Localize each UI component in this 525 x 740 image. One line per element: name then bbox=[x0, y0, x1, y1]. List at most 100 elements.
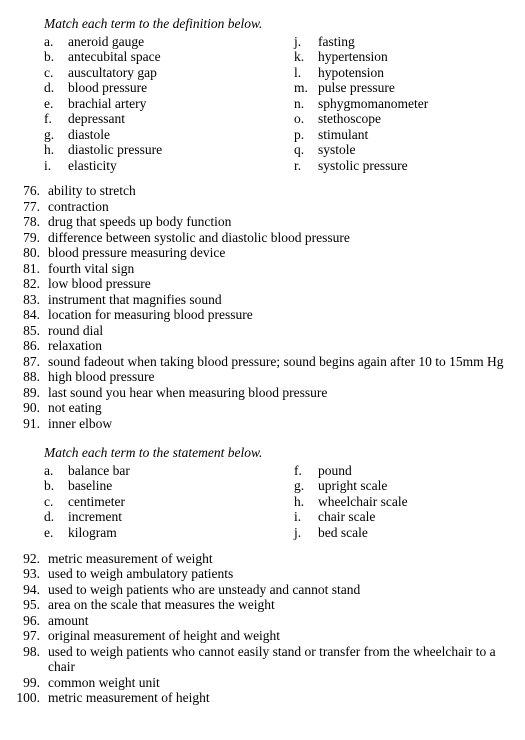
definition-number: 95. bbox=[10, 597, 48, 613]
definition-text: common weight unit bbox=[48, 675, 160, 691]
definition-row: 92.metric measurement of weight bbox=[10, 551, 515, 567]
definition-text: low blood pressure bbox=[48, 276, 151, 292]
definition-row: 85.round dial bbox=[10, 323, 515, 339]
definition-row: 98.used to weigh patients who cannot eas… bbox=[10, 644, 515, 675]
term-text: diastole bbox=[68, 127, 110, 143]
definition-number: 87. bbox=[10, 354, 48, 370]
term-letter: d. bbox=[44, 509, 68, 525]
section1-definitions: 76.ability to stretch77.contraction78.dr… bbox=[10, 183, 515, 431]
definition-row: 78.drug that speeds up body function bbox=[10, 214, 515, 230]
definition-number: 78. bbox=[10, 214, 48, 230]
definition-row: 81.fourth vital sign bbox=[10, 261, 515, 277]
term-letter: o. bbox=[294, 111, 318, 127]
definition-row: 84.location for measuring blood pressure bbox=[10, 307, 515, 323]
definition-text: not eating bbox=[48, 400, 102, 416]
definition-number: 82. bbox=[10, 276, 48, 292]
section1-terms: a.aneroid gaugeb.antecubital spacec.ausc… bbox=[44, 34, 515, 174]
definition-number: 80. bbox=[10, 245, 48, 261]
definition-row: 82.low blood pressure bbox=[10, 276, 515, 292]
definition-text: inner elbow bbox=[48, 416, 112, 432]
definition-number: 79. bbox=[10, 230, 48, 246]
term-letter: j. bbox=[294, 525, 318, 541]
definition-text: difference between systolic and diastoli… bbox=[48, 230, 350, 246]
definition-text: used to weigh patients who are unsteady … bbox=[48, 582, 360, 598]
term-text: sphygmomanometer bbox=[318, 96, 428, 112]
term-text: fasting bbox=[318, 34, 355, 50]
section1-terms-left: a.aneroid gaugeb.antecubital spacec.ausc… bbox=[44, 34, 294, 174]
definition-number: 83. bbox=[10, 292, 48, 308]
term-letter: i. bbox=[44, 158, 68, 174]
definition-number: 98. bbox=[10, 644, 48, 675]
definition-row: 91.inner elbow bbox=[10, 416, 515, 432]
definition-row: 99.common weight unit bbox=[10, 675, 515, 691]
term-letter: q. bbox=[294, 142, 318, 158]
term-row: g.upright scale bbox=[294, 478, 408, 494]
term-text: depressant bbox=[68, 111, 125, 127]
section2-terms-right: f.poundg.upright scaleh.wheelchair scale… bbox=[294, 463, 408, 541]
term-letter: i. bbox=[294, 509, 318, 525]
term-row: i.elasticity bbox=[44, 158, 294, 174]
definition-number: 86. bbox=[10, 338, 48, 354]
term-text: hypertension bbox=[318, 49, 388, 65]
term-letter: b. bbox=[44, 49, 68, 65]
term-letter: c. bbox=[44, 494, 68, 510]
term-text: baseline bbox=[68, 478, 112, 494]
term-letter: h. bbox=[294, 494, 318, 510]
definition-text: amount bbox=[48, 613, 89, 629]
section2-instruction: Match each term to the statement below. bbox=[44, 445, 515, 461]
term-letter: h. bbox=[44, 142, 68, 158]
term-text: pulse pressure bbox=[318, 80, 395, 96]
section2-terms: a.balance barb.baselinec.centimeterd.inc… bbox=[44, 463, 515, 541]
definition-number: 100. bbox=[10, 690, 48, 706]
term-letter: g. bbox=[294, 478, 318, 494]
term-row: h.diastolic pressure bbox=[44, 142, 294, 158]
term-letter: b. bbox=[44, 478, 68, 494]
definition-number: 93. bbox=[10, 566, 48, 582]
definition-text: high blood pressure bbox=[48, 369, 154, 385]
term-row: l.hypotension bbox=[294, 65, 428, 81]
term-text: increment bbox=[68, 509, 122, 525]
term-row: i.chair scale bbox=[294, 509, 408, 525]
definition-row: 94.used to weigh patients who are unstea… bbox=[10, 582, 515, 598]
definition-number: 90. bbox=[10, 400, 48, 416]
definition-row: 79.difference between systolic and diast… bbox=[10, 230, 515, 246]
definition-row: 90.not eating bbox=[10, 400, 515, 416]
term-row: g.diastole bbox=[44, 127, 294, 143]
definition-text: original measurement of height and weigh… bbox=[48, 628, 280, 644]
definition-number: 84. bbox=[10, 307, 48, 323]
definition-text: used to weigh patients who cannot easily… bbox=[48, 644, 515, 675]
definition-row: 93.used to weigh ambulatory patients bbox=[10, 566, 515, 582]
term-text: systole bbox=[318, 142, 356, 158]
definition-row: 80.blood pressure measuring device bbox=[10, 245, 515, 261]
definition-text: metric measurement of weight bbox=[48, 551, 213, 567]
definition-text: used to weigh ambulatory patients bbox=[48, 566, 233, 582]
definition-text: contraction bbox=[48, 199, 109, 215]
term-row: q.systole bbox=[294, 142, 428, 158]
term-letter: n. bbox=[294, 96, 318, 112]
term-text: brachial artery bbox=[68, 96, 146, 112]
term-text: elasticity bbox=[68, 158, 117, 174]
definition-text: sound fadeout when taking blood pressure… bbox=[48, 354, 504, 370]
term-text: chair scale bbox=[318, 509, 375, 525]
definition-number: 89. bbox=[10, 385, 48, 401]
definition-number: 94. bbox=[10, 582, 48, 598]
definition-row: 86.relaxation bbox=[10, 338, 515, 354]
definition-row: 87.sound fadeout when taking blood press… bbox=[10, 354, 515, 370]
term-letter: c. bbox=[44, 65, 68, 81]
term-row: a.aneroid gauge bbox=[44, 34, 294, 50]
term-letter: g. bbox=[44, 127, 68, 143]
term-row: p.stimulant bbox=[294, 127, 428, 143]
definition-number: 88. bbox=[10, 369, 48, 385]
definition-row: 96.amount bbox=[10, 613, 515, 629]
definition-number: 77. bbox=[10, 199, 48, 215]
term-text: stethoscope bbox=[318, 111, 381, 127]
term-letter: a. bbox=[44, 463, 68, 479]
term-row: j.fasting bbox=[294, 34, 428, 50]
term-text: centimeter bbox=[68, 494, 125, 510]
term-row: o.stethoscope bbox=[294, 111, 428, 127]
term-row: f.depressant bbox=[44, 111, 294, 127]
definition-row: 83.instrument that magnifies sound bbox=[10, 292, 515, 308]
term-text: stimulant bbox=[318, 127, 368, 143]
term-text: wheelchair scale bbox=[318, 494, 408, 510]
term-row: n.sphygmomanometer bbox=[294, 96, 428, 112]
